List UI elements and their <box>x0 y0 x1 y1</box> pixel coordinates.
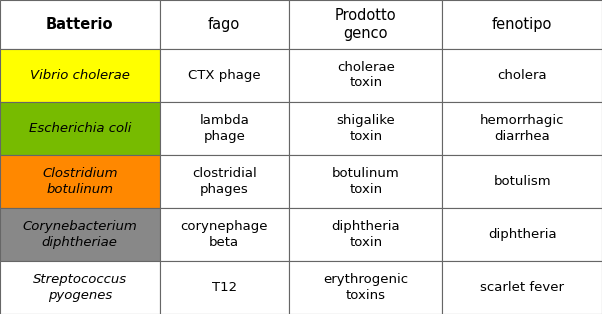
Text: Clostridium
botulinum: Clostridium botulinum <box>42 167 117 196</box>
Bar <box>289 261 442 314</box>
Bar <box>0 261 160 314</box>
Text: scarlet fever: scarlet fever <box>480 281 564 294</box>
Text: Vibrio cholerae: Vibrio cholerae <box>30 69 129 82</box>
Bar <box>160 155 289 208</box>
Bar <box>442 0 602 49</box>
Text: diphtheria
toxin: diphtheria toxin <box>332 220 400 249</box>
Bar <box>442 155 602 208</box>
Text: botulism: botulism <box>494 175 551 188</box>
Bar <box>160 261 289 314</box>
Bar <box>0 49 160 102</box>
Text: Escherichia coli: Escherichia coli <box>28 122 131 135</box>
Text: Corynebacterium
diphtheriae: Corynebacterium diphtheriae <box>22 220 137 249</box>
Bar <box>442 49 602 102</box>
Text: Prodotto
genco: Prodotto genco <box>335 8 397 41</box>
Bar <box>289 0 442 49</box>
Text: diphtheria: diphtheria <box>488 228 556 241</box>
Text: hemorrhagic
diarrhea: hemorrhagic diarrhea <box>480 114 565 143</box>
Text: clostridial
phages: clostridial phages <box>192 167 256 196</box>
Bar <box>289 102 442 155</box>
Text: shigalike
toxin: shigalike toxin <box>337 114 395 143</box>
Bar <box>442 261 602 314</box>
Text: lambda
phage: lambda phage <box>199 114 249 143</box>
Bar <box>0 208 160 261</box>
Text: CTX phage: CTX phage <box>188 69 261 82</box>
Text: Streptococcus
pyogenes: Streptococcus pyogenes <box>33 273 127 302</box>
Text: botulinum
toxin: botulinum toxin <box>332 167 400 196</box>
Text: fenotipo: fenotipo <box>492 17 553 32</box>
Bar <box>289 155 442 208</box>
Bar <box>289 49 442 102</box>
Text: T12: T12 <box>212 281 237 294</box>
Bar <box>160 49 289 102</box>
Bar <box>160 208 289 261</box>
Bar <box>0 102 160 155</box>
Bar <box>442 208 602 261</box>
Text: Batterio: Batterio <box>46 17 114 32</box>
Bar <box>442 102 602 155</box>
Bar <box>160 102 289 155</box>
Text: erythrogenic
toxins: erythrogenic toxins <box>323 273 408 302</box>
Text: corynephage
beta: corynephage beta <box>181 220 268 249</box>
Bar <box>0 0 160 49</box>
Bar <box>160 0 289 49</box>
Bar <box>289 208 442 261</box>
Text: cholerae
toxin: cholerae toxin <box>337 61 395 89</box>
Text: fago: fago <box>208 17 240 32</box>
Text: cholera: cholera <box>497 69 547 82</box>
Bar <box>0 155 160 208</box>
